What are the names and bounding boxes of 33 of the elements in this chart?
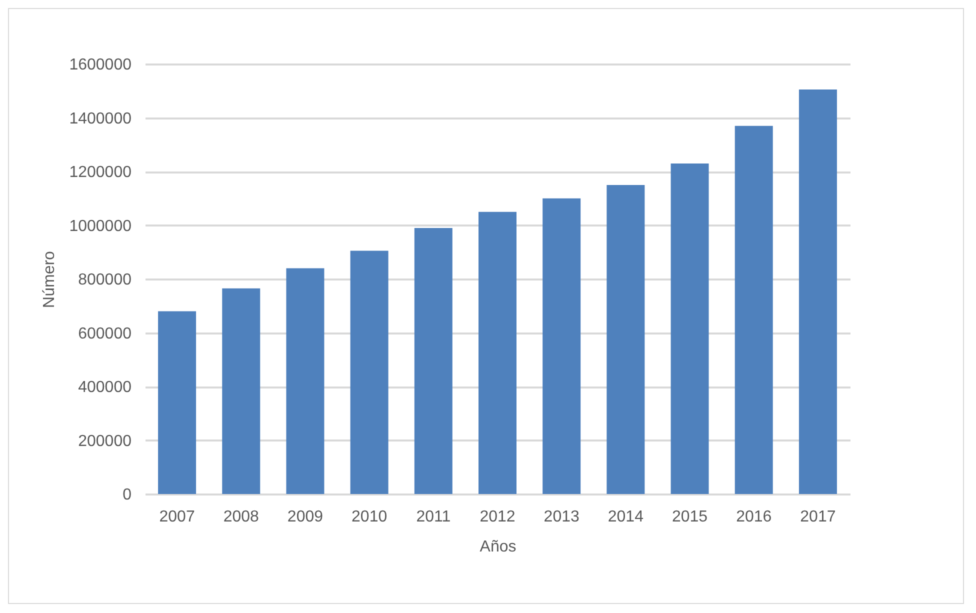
bar [350,250,388,494]
y-tick-label: 1000000 [69,218,132,235]
x-tick-label: 2017 [800,508,836,526]
y-tick-label: 0 [122,486,132,504]
bar [734,126,773,494]
x-tick-label: 2010 [352,508,388,526]
bar [158,311,196,494]
y-tick-label: 200000 [78,432,132,450]
x-tick-label: 2008 [223,508,260,526]
bar [798,90,837,494]
bar [286,268,324,494]
bar [606,184,645,494]
y-tick-label: 400000 [78,379,132,396]
x-tick-label: 2014 [608,508,644,526]
x-tick-label: 2011 [416,508,451,526]
x-tick-label: 2015 [672,508,708,526]
y-tick-label: 1600000 [69,56,132,74]
y-tick-label: 1200000 [69,164,132,181]
y-tick-label: 1400000 [69,110,132,128]
bar [222,288,260,494]
x-tick-label: 2009 [287,508,324,526]
bar [478,212,516,494]
x-tick-label: 2007 [159,508,195,526]
x-tick-label: 2013 [544,508,580,526]
x-axis-title: Años [480,538,516,556]
bar [414,228,452,494]
bar [542,198,581,494]
bar [670,163,709,494]
x-tick-label: 2012 [480,508,516,526]
x-tick-label: 2016 [736,508,772,526]
y-tick-label: 800000 [78,272,132,288]
y-tick-label: 600000 [78,325,132,342]
y-axis-title: Número [41,250,58,308]
